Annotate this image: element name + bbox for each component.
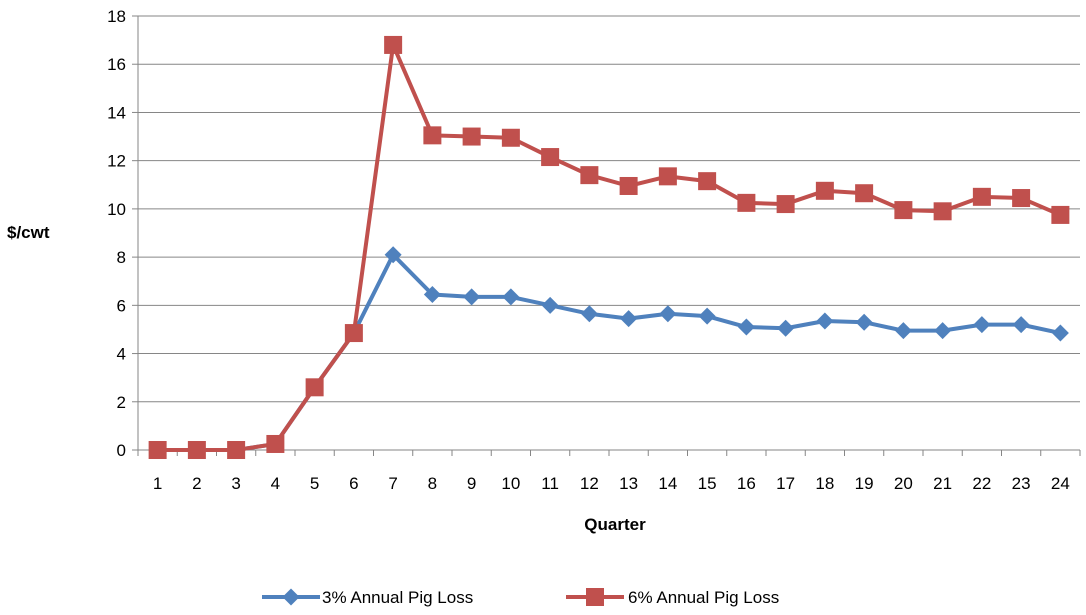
data-point (815, 181, 834, 200)
legend: 3% Annual Pig Loss 6% Annual Pig Loss (262, 588, 779, 607)
data-point (620, 310, 638, 328)
data-point (737, 318, 755, 336)
data-point (344, 324, 363, 343)
data-point (698, 307, 716, 325)
y-tick-label: 0 (117, 441, 126, 460)
legend-label: 3% Annual Pig Loss (322, 588, 473, 607)
legend-item: 3% Annual Pig Loss (262, 588, 473, 607)
data-point (855, 184, 874, 203)
series-red (148, 35, 1070, 459)
data-point (1012, 316, 1030, 334)
y-tick-label: 4 (117, 345, 126, 364)
x-tick-label: 22 (972, 474, 991, 493)
legend-label: 6% Annual Pig Loss (628, 588, 779, 607)
axes (132, 15, 1081, 456)
data-point (973, 316, 991, 334)
x-tick-label: 16 (737, 474, 756, 493)
y-tick-label: 2 (117, 393, 126, 412)
data-point (502, 288, 520, 306)
data-point (187, 441, 206, 459)
data-point (658, 167, 677, 186)
x-tick-label: 7 (388, 474, 397, 493)
data-point (659, 305, 677, 323)
x-tick-label: 20 (894, 474, 913, 493)
data-point (266, 434, 285, 453)
y-tick-label: 12 (107, 152, 126, 171)
y-tick-labels: 0 2 4 6 8 10 12 14 16 18 (107, 7, 126, 460)
data-point (580, 305, 598, 323)
x-tick-label: 4 (271, 474, 280, 493)
data-point (737, 193, 756, 212)
y-tick-label: 18 (107, 7, 126, 26)
data-point (384, 35, 403, 54)
x-tick-label: 23 (1012, 474, 1031, 493)
data-point (462, 127, 481, 146)
data-point (305, 378, 324, 397)
legend-item: 6% Annual Pig Loss (566, 588, 779, 607)
x-tick-label: 8 (428, 474, 437, 493)
data-point (1051, 324, 1069, 342)
x-tick-label: 2 (192, 474, 201, 493)
y-tick-label: 8 (117, 248, 126, 267)
x-tick-label: 18 (815, 474, 834, 493)
data-point (148, 441, 167, 459)
data-point (894, 322, 912, 340)
data-point (698, 172, 717, 191)
x-tick-label: 24 (1051, 474, 1070, 493)
data-point (855, 313, 873, 331)
x-tick-label: 9 (467, 474, 476, 493)
data-point (384, 246, 402, 264)
x-tick-label: 3 (231, 474, 240, 493)
data-point (619, 176, 638, 195)
x-tick-label: 13 (619, 474, 638, 493)
y-tick-label: 14 (107, 103, 126, 122)
gridlines (138, 15, 1080, 403)
data-point (423, 126, 442, 145)
data-point (423, 285, 441, 303)
data-point (586, 588, 604, 606)
x-tick-label: 21 (933, 474, 952, 493)
y-tick-label: 10 (107, 200, 126, 219)
data-point (541, 148, 560, 167)
data-point (934, 322, 952, 340)
x-tick-label: 19 (855, 474, 874, 493)
data-point (816, 312, 834, 330)
data-point (501, 128, 520, 147)
data-point (541, 296, 559, 314)
data-point (282, 588, 300, 606)
data-point (1051, 205, 1070, 224)
x-tick-label: 15 (698, 474, 717, 493)
y-tick-label: 16 (107, 55, 126, 74)
data-point (972, 187, 991, 206)
x-tick-label: 6 (349, 474, 358, 493)
data-point (933, 202, 952, 221)
x-tick-label: 1 (153, 474, 162, 493)
x-axis-title: Quarter (584, 515, 646, 534)
x-tick-label: 14 (658, 474, 677, 493)
series-group (148, 35, 1070, 459)
x-tick-label: 12 (580, 474, 599, 493)
data-point (1012, 189, 1031, 208)
data-point (227, 441, 246, 459)
y-axis-title: $/cwt (7, 223, 50, 242)
data-point (580, 166, 599, 185)
x-tick-label: 17 (776, 474, 795, 493)
data-point (776, 195, 795, 214)
y-tick-label: 6 (117, 296, 126, 315)
x-tick-label: 10 (501, 474, 520, 493)
data-point (777, 319, 795, 337)
x-tick-label: 11 (541, 474, 559, 493)
x-tick-labels: 1 2 3 4 5 6 7 8 9 10 11 12 13 14 15 16 17 18 19 20 21 22 23 24 (153, 474, 1070, 493)
data-point (463, 288, 481, 306)
data-point (894, 201, 913, 220)
x-tick-label: 5 (310, 474, 319, 493)
